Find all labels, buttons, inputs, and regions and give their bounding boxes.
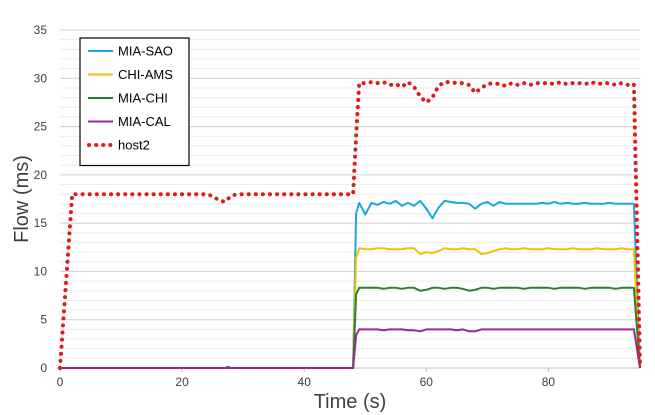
series-line-host2 [58, 80, 642, 370]
x-tick-label: 0 [57, 375, 64, 389]
x-tick-label: 20 [175, 375, 189, 389]
y-tick-label: 5 [40, 313, 47, 327]
legend-item: MIA-CAL [88, 114, 171, 129]
legend-label: CHI-AMS [118, 67, 173, 82]
tick-labels: 0 5 10 15 20 25 30 35 0 20 40 60 80 [34, 23, 556, 389]
legend-item: MIA-SAO [88, 44, 173, 59]
y-tick-label: 10 [34, 264, 48, 278]
series-line-mia-sao [60, 199, 641, 369]
legend-label: MIA-CHI [118, 91, 168, 106]
legend: MIA-SAO CHI-AMS MIA-CHI MIA-CAL host2 [79, 37, 190, 167]
legend-label: MIA-CAL [118, 114, 171, 129]
y-tick-label: 25 [34, 120, 48, 134]
series-lines [58, 80, 642, 370]
y-tick-label: 15 [34, 216, 48, 230]
legend-label: host2 [118, 138, 150, 153]
x-tick-label: 80 [542, 375, 556, 389]
x-axis-title: Time (s) [314, 391, 387, 413]
legend-label: MIA-SAO [118, 44, 173, 59]
legend-box [79, 37, 190, 167]
series-line-chi-ams [60, 247, 641, 369]
y-tick-label: 20 [34, 168, 48, 182]
x-tick-label: 60 [420, 375, 434, 389]
legend-items: MIA-SAO CHI-AMS MIA-CHI MIA-CAL host2 [87, 44, 173, 153]
legend-item: CHI-AMS [88, 67, 173, 82]
y-tick-label: 30 [34, 71, 48, 85]
legend-item: MIA-CHI [88, 91, 168, 106]
legend-item: host2 [87, 138, 150, 153]
series-line-mia-chi [60, 286, 641, 369]
series-line-mia-cal [60, 328, 641, 369]
y-tick-label: 35 [34, 23, 48, 37]
y-tick-label: 0 [40, 361, 47, 375]
x-tick-label: 40 [298, 375, 312, 389]
y-axis-title: Flow (ms) [11, 155, 33, 243]
